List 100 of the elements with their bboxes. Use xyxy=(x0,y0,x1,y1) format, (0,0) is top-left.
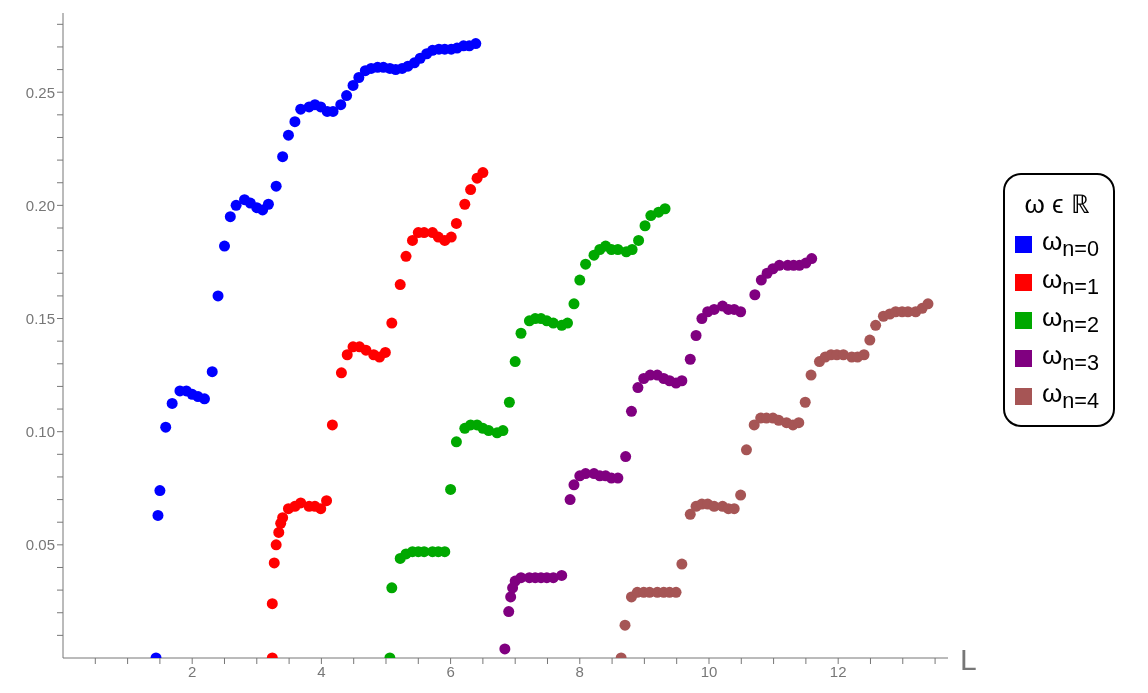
point xyxy=(799,396,811,408)
point xyxy=(503,396,515,408)
legend-title: ω ϵ ℝ xyxy=(1023,188,1091,221)
point xyxy=(922,298,934,310)
point xyxy=(262,198,274,210)
point xyxy=(450,217,462,229)
point xyxy=(620,451,632,463)
point xyxy=(152,509,164,521)
y-tick-label: 0.15 xyxy=(25,309,55,327)
point xyxy=(805,369,817,381)
point xyxy=(445,231,457,243)
x-tick-label: 6 xyxy=(446,662,455,680)
point xyxy=(465,184,477,196)
point xyxy=(277,151,289,163)
point xyxy=(562,317,574,329)
legend-label: ω$_{n=3}$ xyxy=(1042,339,1100,377)
point xyxy=(450,436,462,448)
x-tick-label: 8 xyxy=(575,662,584,680)
point xyxy=(564,494,576,506)
legend-label: ω$_{n=1}$ xyxy=(1042,263,1100,301)
point xyxy=(219,240,230,252)
y-tick-label: 0.05 xyxy=(25,536,55,554)
point xyxy=(639,220,651,232)
point xyxy=(341,90,353,102)
x-tick-label: 10 xyxy=(700,662,718,680)
point xyxy=(206,366,218,378)
point xyxy=(499,643,511,655)
legend-label: ω$_{n=4}$ xyxy=(1042,377,1100,415)
point xyxy=(735,306,747,318)
point xyxy=(154,485,166,497)
point xyxy=(326,419,338,431)
point xyxy=(289,116,301,128)
point xyxy=(160,421,172,433)
point xyxy=(659,203,671,215)
point xyxy=(353,72,365,83)
point xyxy=(684,353,696,365)
point xyxy=(755,274,767,286)
point xyxy=(870,319,882,331)
point xyxy=(676,375,688,387)
point xyxy=(690,330,702,341)
point xyxy=(568,479,580,491)
point xyxy=(793,417,805,429)
point xyxy=(619,619,631,631)
legend-label: ω$_{n=0}$ xyxy=(1042,225,1100,263)
x-tick-label: 2 xyxy=(188,662,197,680)
point xyxy=(515,327,527,339)
point xyxy=(282,129,294,141)
point xyxy=(858,349,870,361)
point xyxy=(394,279,406,291)
point xyxy=(273,526,285,538)
point xyxy=(224,211,236,223)
point xyxy=(676,558,688,570)
x-tick-label: 12 xyxy=(829,662,847,680)
y-tick-label: 0.20 xyxy=(25,196,55,214)
point xyxy=(406,234,418,246)
x-tick-label: 4 xyxy=(317,662,326,680)
point xyxy=(341,349,353,361)
point xyxy=(503,606,515,618)
point xyxy=(459,198,471,210)
point xyxy=(386,582,398,594)
point xyxy=(198,393,210,405)
point xyxy=(230,199,242,211)
point xyxy=(632,382,644,394)
point xyxy=(379,346,391,358)
point xyxy=(568,298,580,310)
point xyxy=(321,495,333,507)
point xyxy=(470,38,482,50)
point xyxy=(735,489,747,501)
point xyxy=(580,258,592,270)
point xyxy=(748,419,760,431)
x-axis-title: L xyxy=(960,642,977,676)
point xyxy=(740,444,752,456)
point xyxy=(347,79,359,91)
point xyxy=(270,180,282,192)
point xyxy=(626,244,638,255)
y-tick-label: 0.25 xyxy=(25,83,55,101)
point xyxy=(556,569,568,581)
point xyxy=(166,397,178,409)
y-tick-label: 0.10 xyxy=(25,423,55,441)
point xyxy=(386,317,398,329)
point xyxy=(749,289,761,301)
point xyxy=(633,234,645,246)
point xyxy=(864,334,876,346)
legend-label: ω$_{n=2}$ xyxy=(1042,301,1100,339)
point xyxy=(684,508,696,520)
point xyxy=(497,425,509,437)
point xyxy=(483,425,495,437)
point xyxy=(335,99,347,111)
point xyxy=(625,405,637,417)
point xyxy=(445,483,457,495)
point xyxy=(212,290,224,302)
point xyxy=(400,250,412,262)
point xyxy=(268,557,280,569)
point xyxy=(335,367,347,379)
point xyxy=(806,253,818,265)
point xyxy=(315,503,327,515)
point xyxy=(574,274,586,286)
point xyxy=(509,356,521,368)
point xyxy=(266,598,278,610)
point xyxy=(477,167,489,179)
